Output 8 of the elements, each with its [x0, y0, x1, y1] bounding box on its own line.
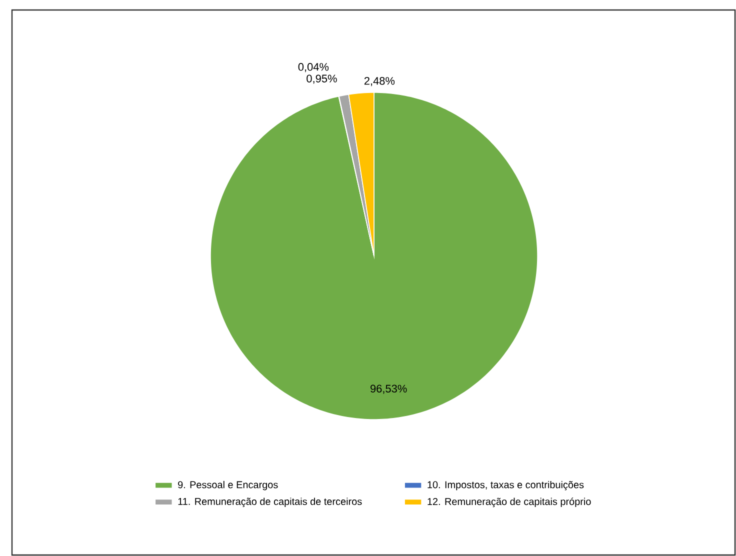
- legend-label: 12. Remuneração de capitais próprio: [428, 498, 591, 508]
- legend-label: 10. Impostos, taxas e contribuições: [428, 480, 584, 490]
- data-label: 96,53%: [370, 384, 407, 394]
- data-label: 2,48%: [364, 77, 395, 86]
- data-label: 0,04%: [298, 63, 329, 72]
- legend-label: 9. Pessoal e Encargos: [178, 480, 278, 490]
- data-label: 0,95%: [306, 74, 337, 84]
- legend-label: 11. Remuneração de capitais de terceiros: [178, 498, 362, 508]
